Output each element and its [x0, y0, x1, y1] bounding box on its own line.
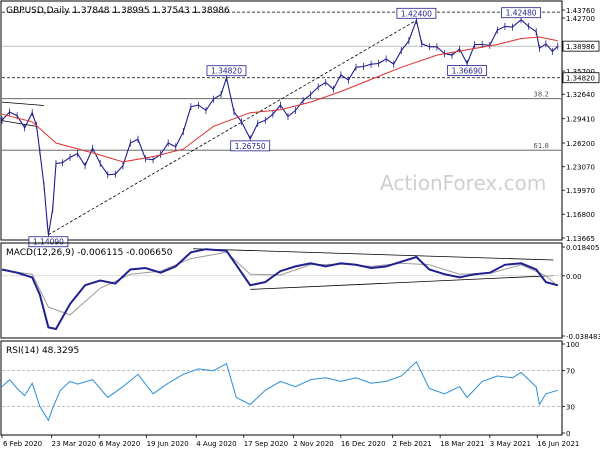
- macd-tick-label-2: -0.038483: [566, 333, 600, 341]
- series-price-line: [1, 18, 559, 235]
- trendline-falling-lower: [1, 120, 37, 127]
- macd-trendlines: [192, 248, 554, 290]
- price-tick-label-9: 1.13665: [566, 235, 595, 243]
- annotation-box-5: [501, 7, 541, 19]
- current-price-tag-box: [562, 40, 600, 52]
- price-tick-label-7: 1.19970: [566, 187, 595, 195]
- time-tick-label-11: 16 Jun 2021: [537, 440, 579, 448]
- rsi-tick-label-1: 70: [566, 368, 575, 376]
- macd-axis-ticks: 0.018405 0.00 -0.038483: [562, 244, 600, 341]
- price-tick-label-1: 1.42700: [566, 15, 595, 23]
- time-tick-label-10: 3 May 2021: [490, 440, 531, 448]
- price-panel-frame: [0, 0, 563, 241]
- series-ma-line: [1, 36, 558, 163]
- annotation-label-2: 1.26750: [235, 142, 266, 151]
- trendline-falling-upper: [1, 101, 45, 106]
- price-panel: GBPUSD,Daily 1.37848 1.38995 1.37543 1.3…: [0, 0, 600, 248]
- annotation-label-0: 1.14090: [33, 238, 64, 247]
- time-tick-label-2: 6 May 2020: [99, 440, 140, 448]
- annotation-box-4: [447, 65, 488, 76]
- time-tick-label-9: 18 Mar 2021: [440, 440, 484, 448]
- price-tick-label-5: 1.26200: [566, 140, 595, 148]
- annotation-label-4: 1.36690: [452, 67, 483, 76]
- rsi-panel: RSI(14) 48.3295 100 70 30 0: [0, 340, 579, 438]
- macd-tick-label-0: 0.018405: [566, 244, 599, 252]
- price-panel-title: GBPUSD,Daily 1.37848 1.38995 1.37543 1.3…: [6, 6, 230, 16]
- rsi-panel-frame: [0, 340, 563, 436]
- time-tick-label-6: 2 Nov 2020: [293, 440, 333, 448]
- annotation-label-5: 1.42480: [506, 9, 537, 18]
- rsi-tick-label-3: 0: [566, 430, 570, 438]
- annotation-label-1: 1.34820: [211, 67, 242, 76]
- price-reference-lines: 38.2 61.8: [2, 11, 561, 151]
- rsi-series: [1, 360, 558, 422]
- macd-tick-label-1: 0.00: [566, 273, 582, 281]
- macd-panel-frame: [0, 242, 563, 339]
- rsi-level-lines: [2, 370, 561, 407]
- macd-panel-title: MACD(12,26,9) -0.006115 -0.006650: [6, 248, 173, 258]
- macd-trendline-0: [192, 248, 554, 261]
- annotation-box-0: [28, 236, 69, 248]
- annotation-box-2: [230, 140, 271, 152]
- price-tick-label-8: 1.16800: [566, 211, 595, 219]
- hline-label-fib-61.8: 61.8: [533, 142, 549, 150]
- price-tick-label-2: 1.35700: [566, 68, 595, 76]
- annotation-box-3: [396, 7, 437, 19]
- support-tag-box: [562, 72, 600, 84]
- macd-series-macd: [1, 248, 559, 331]
- rsi-series-rsi: [1, 360, 558, 422]
- support-tag-label: 1.34820: [566, 75, 595, 83]
- time-tick-label-4: 4 Aug 2020: [196, 440, 236, 448]
- price-tick-label-6: 1.23070: [566, 164, 595, 172]
- current-price-tag-label: 1.38986: [566, 43, 595, 51]
- price-tick-label-0: 1.43760: [566, 7, 595, 15]
- watermark: ActionForex.com: [380, 171, 546, 195]
- trendline-rising-channel: [48, 19, 417, 236]
- time-tick-label-5: 17 Sep 2020: [244, 440, 288, 448]
- price-annotations: 1.14090 1.34820 1.26750 1.42400 1.36690 1.424…: [28, 7, 541, 248]
- time-tick-label-0: 6 Feb 2020: [3, 440, 42, 448]
- macd-series: [1, 248, 561, 331]
- time-tick-label-7: 16 Dec 2020: [341, 440, 386, 448]
- hline-label-fib-38.2: 38.2: [533, 91, 549, 99]
- price-tick-label-3: 1.32640: [566, 91, 595, 99]
- time-axis: 6 Feb 2020 23 Mar 2020 6 May 2020 19 Jun 20…: [1, 435, 579, 448]
- annotation-label-3: 1.42400: [401, 9, 432, 18]
- price-tick-label-4: 1.29410: [566, 116, 595, 124]
- time-tick-label-8: 2 Feb 2021: [393, 440, 432, 448]
- time-tick-label-1: 23 Mar 2020: [52, 440, 96, 448]
- rsi-panel-title: RSI(14) 48.3295: [6, 346, 79, 356]
- annotation-box-1: [206, 65, 247, 77]
- time-tick-label-3: 19 Jun 2020: [147, 440, 189, 448]
- rsi-tick-label-0: 100: [566, 341, 579, 349]
- price-trendlines: [1, 19, 417, 236]
- macd-trendline-1: [250, 275, 554, 290]
- price-series: [1, 16, 559, 239]
- macd-panel: MACD(12,26,9) -0.006115 -0.006650 0.0184…: [0, 242, 600, 341]
- rsi-tick-label-2: 30: [566, 403, 575, 411]
- rsi-axis-ticks: 100 70 30 0: [562, 341, 579, 438]
